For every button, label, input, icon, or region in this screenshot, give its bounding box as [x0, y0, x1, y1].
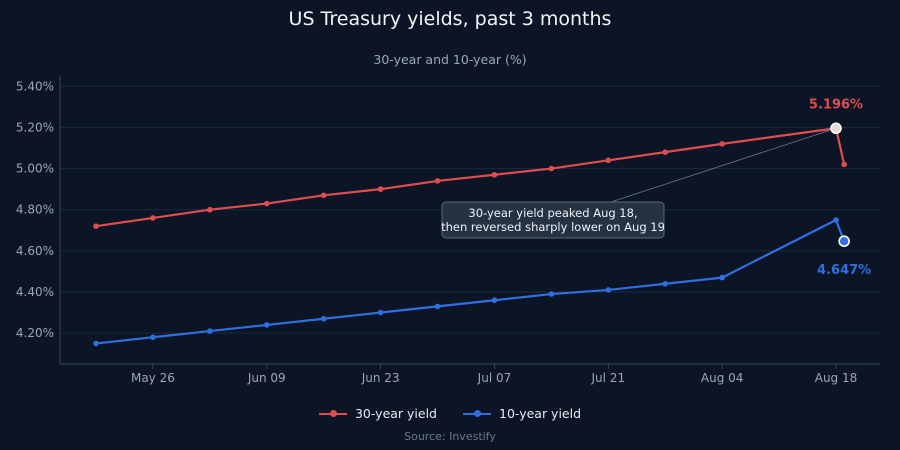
legend-item-30-year[interactable]: 30-year yield	[318, 406, 437, 421]
legend-label-30-year: 30-year yield	[354, 406, 437, 421]
data-point	[150, 334, 156, 341]
data-point	[719, 274, 725, 281]
data-point	[662, 149, 669, 155]
chart-subtitle: 30-year and 10-year (%)	[373, 52, 527, 67]
legend-swatch-10-year	[463, 409, 491, 417]
highlight-label-30-year: 5.196%	[809, 97, 863, 112]
data-point	[491, 297, 498, 304]
y-tick-label: 5.20%	[16, 120, 54, 134]
data-point	[833, 217, 839, 223]
data-point	[377, 186, 384, 192]
y-tick-label: 4.20%	[16, 326, 54, 340]
annotation-text-line: then reversed sharply lower on Aug 19	[441, 220, 665, 234]
y-tick-label: 4.60%	[16, 244, 54, 258]
x-tick-label: May 26	[131, 371, 175, 385]
x-tick-label: Jul 21	[591, 371, 626, 385]
y-tick-label: 5.40%	[16, 79, 54, 93]
data-point	[841, 161, 847, 168]
data-point	[605, 287, 612, 293]
highlight-point	[838, 235, 850, 247]
y-tick-label: 5.00%	[16, 162, 54, 176]
data-point	[263, 200, 270, 207]
y-tick-label: 4.40%	[16, 285, 54, 299]
x-tick-label: Jul 07	[477, 371, 512, 385]
source-note: Source: Investify	[404, 430, 496, 443]
data-point	[93, 223, 99, 229]
data-point	[320, 192, 327, 199]
annotation-box	[441, 201, 665, 239]
annotation-text-line: 30-year yield peaked Aug 18,	[468, 206, 637, 220]
x-tick-label: Jun 23	[361, 371, 400, 385]
data-point	[150, 215, 156, 221]
data-point	[434, 178, 441, 184]
data-point	[548, 291, 555, 297]
chart-title: US Treasury yields, past 3 months	[288, 8, 612, 30]
data-point	[207, 328, 213, 334]
legend-label-10-year: 10-year yield	[499, 406, 582, 421]
x-tick-label: Aug 04	[701, 371, 744, 385]
x-tick-label: Jun 09	[247, 371, 286, 385]
legend: 30-year yield 10-year yield	[0, 406, 900, 421]
data-point	[434, 303, 441, 310]
data-point	[662, 280, 669, 287]
data-point	[548, 165, 555, 172]
x-tick-label: Aug 18	[815, 371, 858, 385]
data-point	[491, 171, 498, 178]
highlight-label-10-year: 4.647%	[817, 263, 871, 278]
data-point	[320, 315, 327, 322]
data-point	[377, 309, 384, 316]
y-tick-label: 4.80%	[16, 203, 54, 217]
series-line-30-year	[95, 127, 846, 228]
data-point	[207, 206, 213, 213]
data-point	[263, 322, 270, 328]
legend-swatch-30-year	[318, 409, 347, 417]
legend-item-10-year[interactable]: 10-year yield	[463, 406, 581, 421]
annotation-connector	[610, 127, 837, 203]
highlight-point	[830, 122, 842, 135]
data-point	[605, 157, 612, 164]
data-point	[719, 141, 725, 147]
series-line-10-year	[95, 218, 846, 345]
data-point	[93, 340, 99, 347]
